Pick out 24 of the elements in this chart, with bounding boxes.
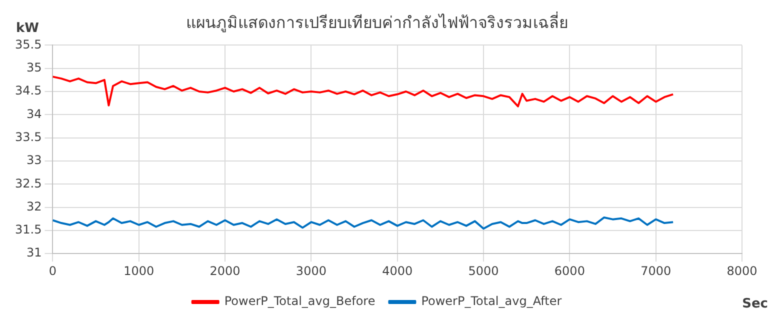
y-tick-label: 31 xyxy=(26,246,42,260)
x-tick-label: 5000 xyxy=(468,264,499,278)
y-tick-label: 35 xyxy=(26,60,42,74)
y-axis-title: kW xyxy=(16,21,39,36)
y-tick-label: 34.5 xyxy=(15,84,42,98)
legend-label: PowerP_Total_avg_Before xyxy=(224,294,376,308)
x-tick-label: 1000 xyxy=(124,264,154,278)
y-tick-label: 32.5 xyxy=(15,176,42,190)
x-axis-title: Sec xyxy=(742,296,768,312)
x-tick-label: 0 xyxy=(48,264,57,278)
y-tick-label: 33 xyxy=(26,153,42,168)
x-tick-label: 8000 xyxy=(726,264,758,278)
chart-title: แผนภูมิแสดงการเปรียบเทียบค่ากำลังไฟฟ้าจริงรวมเฉลี่ย xyxy=(186,10,568,33)
y-tick-label: 33.5 xyxy=(15,130,42,144)
x-tick-label: 7000 xyxy=(640,264,672,278)
x-tick-label: 2000 xyxy=(210,264,240,278)
x-tick-label: 6000 xyxy=(554,264,585,278)
x-tick-label: 3000 xyxy=(296,264,326,278)
legend-label: PowerP_Total_avg_After xyxy=(421,294,562,308)
y-tick-label: 32 xyxy=(26,199,42,214)
y-tick-label: 34 xyxy=(26,106,42,121)
y-tick-label: 35.5 xyxy=(15,37,42,52)
x-tick-label: 4000 xyxy=(382,264,413,278)
y-tick-label: 31.5 xyxy=(15,222,42,237)
